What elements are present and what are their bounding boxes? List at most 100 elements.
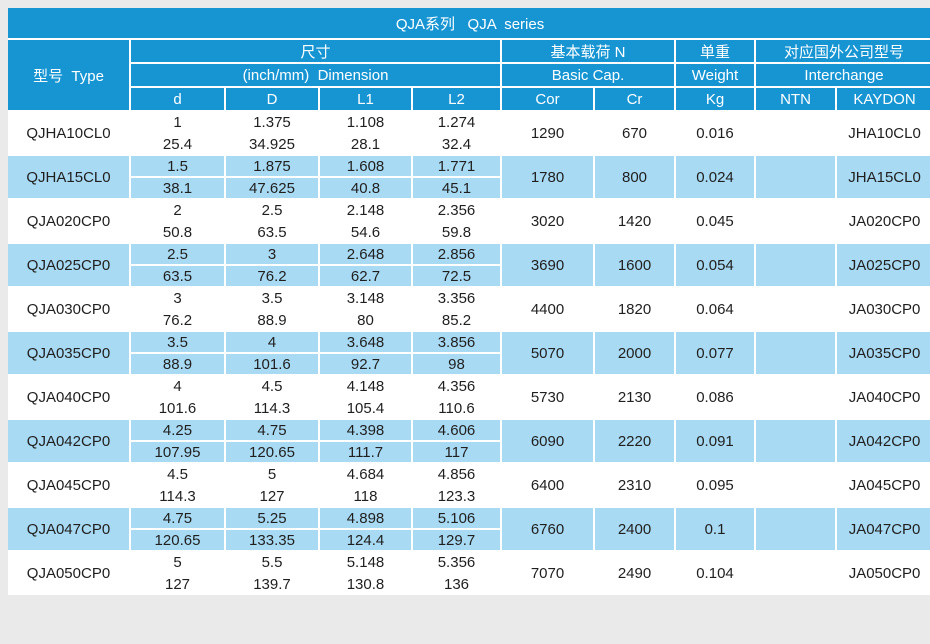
- cell-d-mm: 88.9: [129, 352, 226, 376]
- cell-L2-mm: 85.2: [411, 308, 502, 332]
- cell-d-inch: 1: [129, 110, 226, 134]
- cell-type: QJHA15CL0: [7, 154, 131, 200]
- cell-L2-inch: 1.274: [411, 110, 502, 134]
- cell-L1-mm: 105.4: [318, 396, 413, 420]
- cell-L1-inch: 5.148: [318, 550, 413, 574]
- header-row-1: 型号 Type 尺寸 基本载荷 N 单重 对应国外公司型号: [7, 38, 930, 112]
- cell-d-mm: 107.95: [129, 440, 226, 464]
- column-header-weight-cn: 单重: [674, 38, 756, 64]
- cell-type: QJHA10CL0: [7, 110, 131, 156]
- cell-cor: 6760: [500, 506, 595, 552]
- cell-D-inch: 3: [224, 242, 320, 266]
- cell-L1-mm: 62.7: [318, 264, 413, 288]
- cell-kg: 0.086: [674, 374, 756, 420]
- title-bar: QJA系列 QJA series: [6, 7, 930, 40]
- cell-L1-inch: 4.898: [318, 506, 413, 530]
- cell-d-mm: 25.4: [129, 132, 226, 156]
- cell-kg: 0.095: [674, 462, 756, 508]
- cell-D-mm: 63.5: [224, 220, 320, 244]
- cell-ntn: [754, 198, 837, 244]
- cell-kg: 0.104: [674, 550, 756, 596]
- cell-L2-inch: 4.356: [411, 374, 502, 398]
- table-row-inch: QJHA15CL0 1.5 1.875 1.608 1.771 1780 800…: [7, 154, 930, 200]
- cell-type: QJA030CP0: [7, 286, 131, 332]
- table-row-inch: QJA035CP0 3.5 4 3.648 3.856 5070 2000 0.…: [7, 330, 930, 376]
- cell-L2-inch: 1.771: [411, 154, 502, 178]
- cell-L1-mm: 28.1: [318, 132, 413, 156]
- column-header-cor: Cor: [500, 86, 595, 112]
- cell-kg: 0.077: [674, 330, 756, 376]
- cell-L1-inch: 4.398: [318, 418, 413, 442]
- cell-D-mm: 133.35: [224, 528, 320, 552]
- cell-cr: 2130: [593, 374, 676, 420]
- cell-kaydon: JA047CP0: [834, 506, 930, 552]
- cell-D-mm: 139.7: [224, 572, 320, 596]
- cell-ntn: [754, 374, 837, 420]
- cell-kaydon: JA050CP0: [834, 550, 930, 596]
- cell-L1-mm: 111.7: [318, 440, 413, 464]
- cell-D-mm: 88.9: [224, 308, 320, 332]
- cell-L1-mm: 40.8: [318, 176, 413, 200]
- cell-d-mm: 63.5: [129, 264, 226, 288]
- cell-kaydon: JA020CP0: [834, 198, 930, 244]
- cell-kaydon: JA025CP0: [834, 242, 930, 288]
- cell-L2-inch: 5.356: [411, 550, 502, 574]
- cell-cr: 800: [593, 154, 676, 200]
- cell-d-mm: 38.1: [129, 176, 226, 200]
- column-header-L1: L1: [318, 86, 413, 112]
- cell-type: QJA035CP0: [7, 330, 131, 376]
- table-row-mm: 50.8 63.5 54.6 59.8: [8, 220, 930, 244]
- cell-cr: 2310: [593, 462, 676, 508]
- page: QJA系列 QJA series 型号 Type 尺寸 基本载荷 N 单重 对应…: [6, 7, 930, 596]
- cell-d-inch: 5: [129, 550, 226, 574]
- cell-L2-inch: 2.356: [411, 198, 502, 222]
- cell-kaydon: JA035CP0: [834, 330, 930, 376]
- column-header-type: 型号 Type: [7, 38, 131, 112]
- cell-kaydon: JA042CP0: [834, 418, 930, 464]
- page-title: QJA系列 QJA series: [6, 7, 930, 40]
- column-header-kg: Kg: [674, 86, 756, 112]
- cell-L2-mm: 59.8: [411, 220, 502, 244]
- cell-L1-mm: 80: [318, 308, 413, 332]
- cell-kaydon: JHA15CL0: [834, 154, 930, 200]
- cell-cor: 6400: [500, 462, 595, 508]
- cell-L2-inch: 5.106: [411, 506, 502, 530]
- cell-type: QJA020CP0: [7, 198, 131, 244]
- cell-d-inch: 4.5: [129, 462, 226, 486]
- cell-ntn: [754, 330, 837, 376]
- cell-d-inch: 1.5: [129, 154, 226, 178]
- table-row-mm: 25.4 34.925 28.1 32.4: [8, 132, 930, 156]
- table-row-mm: 127 139.7 130.8 136: [8, 572, 930, 596]
- table-row-mm: 88.9 101.6 92.7 98: [8, 352, 930, 376]
- cell-L2-mm: 98: [411, 352, 502, 376]
- table-row-inch: QJA025CP0 2.5 3 2.648 2.856 3690 1600 0.…: [7, 242, 930, 288]
- cell-cor: 3690: [500, 242, 595, 288]
- cell-cor: 1290: [500, 110, 595, 156]
- cell-D-mm: 120.65: [224, 440, 320, 464]
- cell-cor: 6090: [500, 418, 595, 464]
- cell-D-mm: 34.925: [224, 132, 320, 156]
- cell-d-inch: 3.5: [129, 330, 226, 354]
- table-row-mm: 38.1 47.625 40.8 45.1: [8, 176, 930, 200]
- cell-d-inch: 2: [129, 198, 226, 222]
- column-header-weight-en: Weight: [674, 62, 756, 88]
- cell-D-mm: 47.625: [224, 176, 320, 200]
- column-group-basic-cap-cn: 基本载荷 N: [500, 38, 676, 64]
- table-row-inch: QJA030CP0 3 3.5 3.148 3.356 4400 1820 0.…: [7, 286, 930, 332]
- cell-kaydon: JA040CP0: [834, 374, 930, 420]
- column-group-interchange-cn: 对应国外公司型号: [753, 38, 930, 64]
- cell-cor: 4400: [500, 286, 595, 332]
- cell-L2-inch: 4.606: [411, 418, 502, 442]
- cell-kaydon: JHA10CL0: [834, 110, 930, 156]
- cell-L1-mm: 130.8: [318, 572, 413, 596]
- cell-D-inch: 5.25: [224, 506, 320, 530]
- cell-kg: 0.064: [674, 286, 756, 332]
- cell-cr: 2220: [593, 418, 676, 464]
- column-header-cr: Cr: [593, 86, 676, 112]
- cell-kg: 0.091: [674, 418, 756, 464]
- cell-ntn: [754, 110, 837, 156]
- cell-L2-mm: 117: [411, 440, 502, 464]
- cell-cr: 2000: [593, 330, 676, 376]
- column-group-dimension-en: (inch/mm) Dimension: [129, 62, 502, 88]
- cell-L2-mm: 123.3: [411, 484, 502, 508]
